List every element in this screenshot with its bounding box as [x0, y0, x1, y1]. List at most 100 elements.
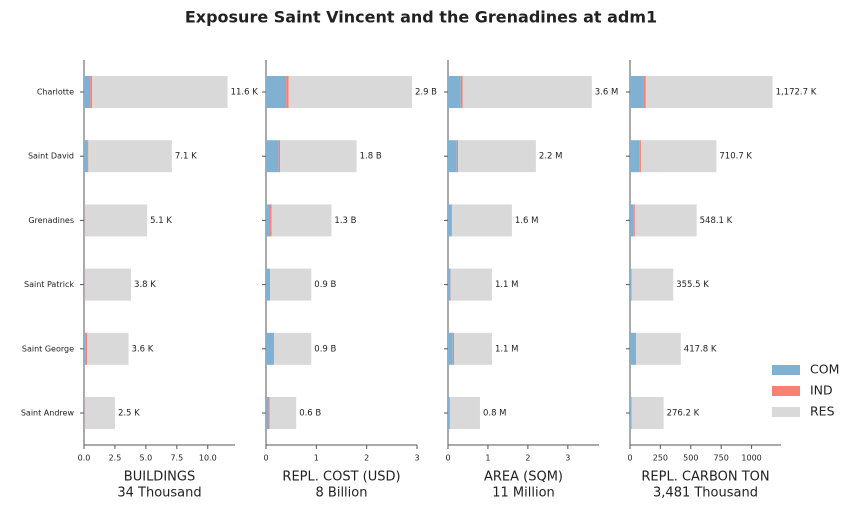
y-tick-label: Charlotte	[37, 88, 74, 97]
x-axis-sublabel: 3,481 Thousand	[653, 486, 758, 501]
bar-segment	[451, 204, 512, 237]
total-label: 1,172.7 K	[776, 88, 817, 98]
bar-segment	[633, 204, 635, 237]
bar-segment	[278, 140, 281, 173]
bar-segment	[453, 332, 492, 365]
x-tick-label: 2	[525, 454, 530, 463]
y-tick-label: Saint George	[22, 344, 74, 353]
bar-segment	[266, 204, 271, 237]
x-tick-label: 2	[364, 454, 369, 463]
bar-segment	[452, 332, 454, 365]
bar-segment	[92, 76, 228, 108]
bar-segment	[631, 397, 664, 429]
total-label: 0.8 M	[483, 409, 507, 419]
legend-label: RES	[810, 404, 835, 419]
x-tick-label: 1000	[741, 454, 761, 463]
bar-segment	[266, 76, 287, 108]
bar-segment	[450, 268, 492, 301]
y-tick-label: Grenadines	[28, 216, 74, 225]
x-tick-label: 500	[683, 454, 698, 463]
total-label: 1.8 B	[360, 152, 382, 162]
x-tick-label: 3	[414, 454, 419, 463]
bar-segment	[84, 332, 86, 365]
bar-segment	[449, 397, 480, 429]
legend-label: IND	[810, 383, 833, 398]
x-axis-label: BUILDINGS	[124, 470, 195, 485]
bar-segment	[451, 204, 452, 237]
x-tick-label: 1	[485, 454, 490, 463]
bar-segment	[84, 397, 85, 429]
x-tick-label: 750	[714, 454, 729, 463]
x-tick-label: 1	[314, 454, 319, 463]
total-label: 276.2 K	[667, 409, 700, 419]
bar-segment	[462, 76, 592, 108]
bar-segment	[280, 140, 357, 173]
bar-segment	[448, 76, 461, 108]
x-tick-label: 3	[565, 454, 570, 463]
bar-segment	[630, 204, 634, 237]
bar-segment	[645, 76, 773, 108]
total-label: 2.2 M	[539, 152, 563, 162]
bar-segment	[635, 332, 637, 365]
x-tick-label: 0	[627, 454, 632, 463]
bar-segment	[449, 397, 450, 429]
y-tick-label: Saint David	[28, 152, 74, 161]
bar-segment	[634, 204, 697, 237]
total-label: 355.5 K	[676, 280, 709, 290]
bar-segment	[639, 140, 641, 173]
bar-segment	[460, 76, 463, 108]
y-tick-label: Saint Patrick	[24, 280, 74, 289]
bar-segment	[269, 268, 271, 301]
bar-segment	[630, 397, 632, 429]
x-axis-label: REPL. CARBON TON	[641, 470, 769, 485]
x-tick-label: 250	[653, 454, 668, 463]
chart-title: Exposure Saint Vincent and the Grenadine…	[185, 8, 657, 27]
bar-segment	[448, 140, 457, 173]
total-label: 1.1 M	[495, 344, 519, 354]
bar-segment	[288, 76, 412, 108]
bar-segment	[84, 140, 88, 173]
x-axis-sublabel: 34 Thousand	[117, 486, 201, 501]
bar-segment	[643, 76, 646, 108]
bar-segment	[84, 268, 132, 301]
bar-segment	[84, 397, 115, 429]
legend-swatch	[772, 407, 800, 417]
bar-segment	[273, 332, 275, 365]
x-tick-label: 0.0	[78, 454, 91, 463]
total-label: 5.1 K	[150, 216, 172, 226]
bar-segment	[630, 140, 640, 173]
bar-segment	[84, 76, 91, 108]
bar-segment	[631, 268, 674, 301]
bar-segment	[640, 140, 717, 173]
bar-segment	[636, 332, 681, 365]
bar-segment	[84, 268, 85, 301]
x-axis-label: AREA (SQM)	[484, 470, 563, 485]
x-tick-label: 5.0	[140, 454, 153, 463]
bar-segment	[448, 397, 450, 429]
bar-segment	[87, 140, 89, 173]
bar-segment	[90, 76, 93, 108]
bar-segment	[630, 332, 636, 365]
total-label: 1.1 M	[495, 280, 519, 290]
bar-segment	[274, 332, 312, 365]
total-label: 548.1 K	[700, 216, 733, 226]
bar-segment	[268, 397, 270, 429]
bar-segment	[85, 204, 148, 237]
bar-segment	[266, 140, 279, 173]
bar-segment	[271, 204, 332, 237]
bar-segment	[286, 76, 289, 108]
bar-segment	[85, 332, 88, 365]
bar-segment	[630, 268, 632, 301]
bar-segment	[88, 140, 172, 173]
bar-segment	[631, 268, 632, 301]
x-tick-label: 2.5	[109, 454, 122, 463]
total-label: 3.6 M	[595, 88, 619, 98]
bar-segment	[87, 332, 129, 365]
x-axis-sublabel: 11 Million	[492, 486, 555, 501]
x-axis-sublabel: 8 Billion	[316, 486, 368, 501]
legend-swatch	[772, 386, 800, 396]
x-tick-label: 7.5	[170, 454, 183, 463]
bar-segment	[448, 268, 451, 301]
legend-swatch	[772, 365, 800, 375]
